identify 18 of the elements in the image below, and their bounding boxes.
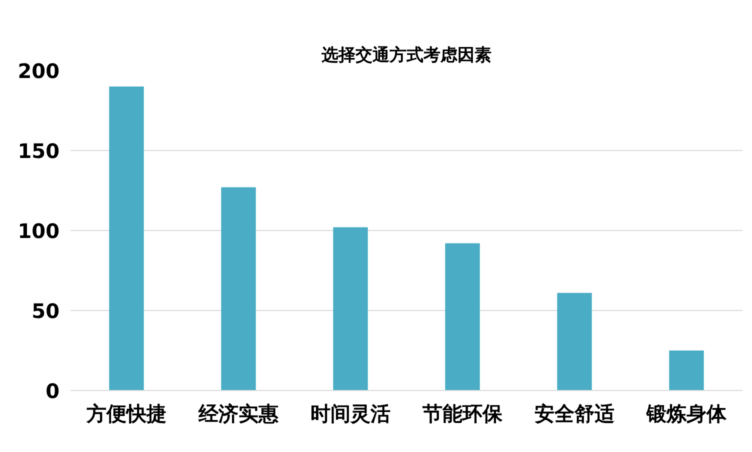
bar <box>109 86 144 390</box>
chart-title: 选择交通方式考虑因素 <box>320 46 492 66</box>
x-tick-label: 时间灵活 <box>310 402 390 426</box>
bar <box>333 227 368 390</box>
y-tick-label: 150 <box>18 139 60 163</box>
bar <box>445 243 480 390</box>
x-tick-label: 方便快捷 <box>86 402 166 426</box>
y-tick-label: 200 <box>18 59 60 83</box>
x-tick-label: 安全舒适 <box>534 402 614 426</box>
bar <box>557 292 592 390</box>
y-tick-label: 50 <box>32 299 60 323</box>
y-tick-label: 0 <box>46 379 60 403</box>
x-tick-label: 节能环保 <box>422 402 504 426</box>
bar <box>221 187 256 390</box>
x-tick-label: 经济实惠 <box>198 402 280 426</box>
y-tick-label: 100 <box>18 219 60 243</box>
x-tick-label: 锻炼身体 <box>646 402 728 426</box>
bar <box>669 350 704 390</box>
